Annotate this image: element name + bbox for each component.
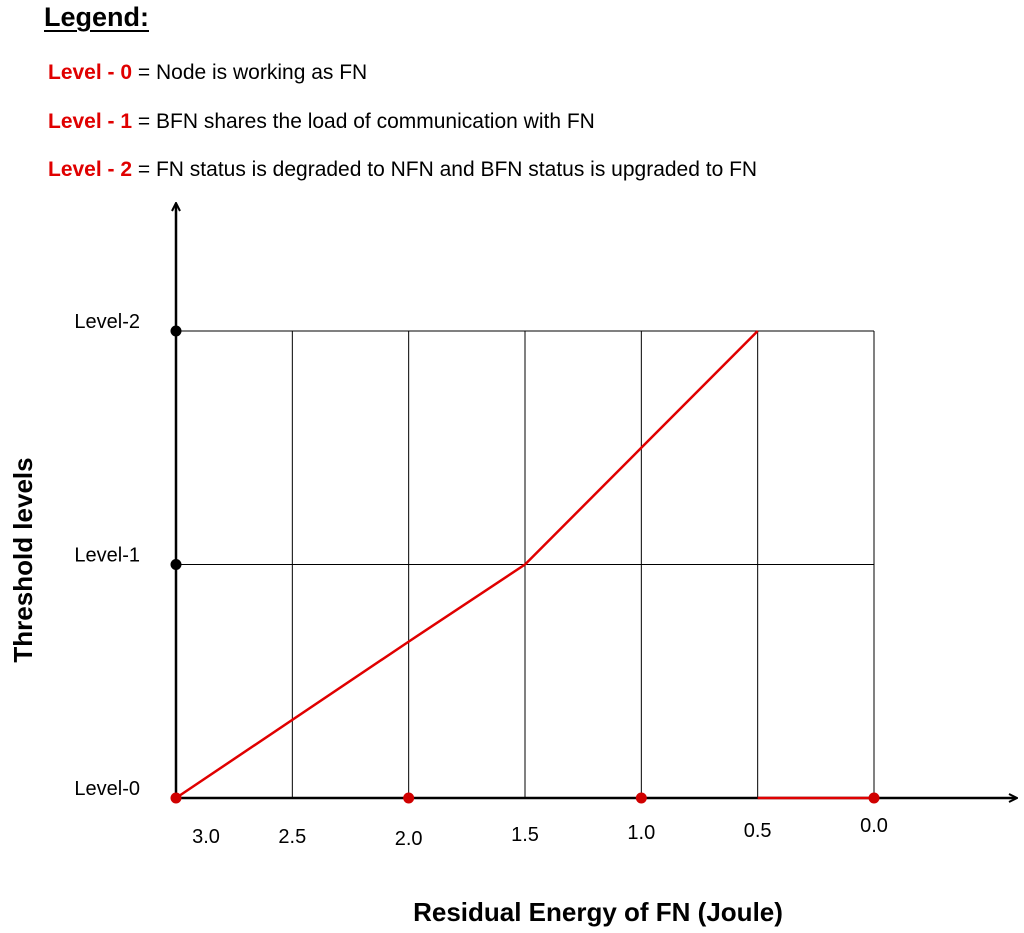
legend-level-1-desc: = BFN shares the load of communication w… xyxy=(132,110,595,133)
series-line-0 xyxy=(175,330,759,800)
x-marker-2 xyxy=(403,792,415,804)
y-tick-label-level-2: Level-2 xyxy=(74,311,140,333)
legend-level-1-label: Level - 1 xyxy=(48,110,133,133)
legend-level-2-desc: = FN status is degraded to NFN and BFN s… xyxy=(132,158,758,181)
y-axis-label: Threshold levels xyxy=(8,457,38,662)
x-tick-label-2.5: 2.5 xyxy=(278,826,306,848)
legend-entry-level-2: Level - 2 = FN status is degraded to NFN… xyxy=(48,158,757,182)
x-tick-label-1.5: 1.5 xyxy=(511,824,539,846)
legend-level-2-label: Level - 2 xyxy=(48,158,133,181)
x-tick-label-0.5: 0.5 xyxy=(744,820,772,842)
axes xyxy=(174,204,1016,800)
legend-entry-level-1: Level - 1 = BFN shares the load of commu… xyxy=(48,110,595,134)
x-tick-label-2.0: 2.0 xyxy=(395,828,423,850)
x-tick-label-0.0: 0.0 xyxy=(860,815,888,837)
tick-labels: 3.0 2.5 2.0 1.5 1.0 0.5 0.0 Level-0 Level-1 Level… xyxy=(74,311,888,850)
x-marker-3 xyxy=(170,792,182,804)
x-tick-label-1.0: 1.0 xyxy=(627,822,655,844)
x-tick-label-3.0: 3.0 xyxy=(192,826,220,848)
legend-level-0-desc: = Node is working as FN xyxy=(132,61,368,84)
series-lines xyxy=(175,330,874,800)
x-axis-label: Residual Energy of FN (Joule) xyxy=(413,897,783,927)
legend-level-0-label: Level - 0 xyxy=(48,61,133,84)
y-tick-label-level-1: Level-1 xyxy=(74,545,140,567)
x-marker-1 xyxy=(635,792,647,804)
axis-markers xyxy=(170,325,880,804)
legend-entry-level-0: Level - 0 = Node is working as FN xyxy=(48,61,367,85)
y-marker-level-1 xyxy=(170,559,182,570)
y-tick-label-level-0: Level-0 xyxy=(74,778,140,800)
y-marker-level-2 xyxy=(170,325,182,337)
legend-title: Legend: xyxy=(44,2,149,32)
x-marker-0 xyxy=(868,792,880,804)
